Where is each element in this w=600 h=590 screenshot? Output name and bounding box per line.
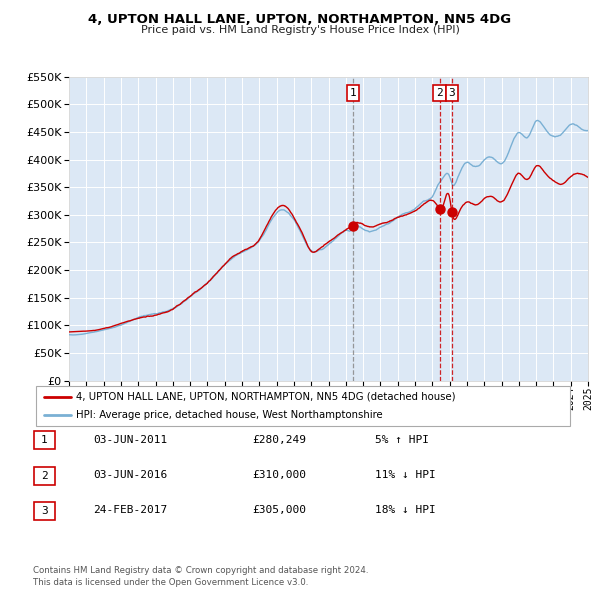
Text: 11% ↓ HPI: 11% ↓ HPI: [375, 470, 436, 480]
Text: 3: 3: [448, 88, 455, 99]
Text: 2: 2: [41, 471, 48, 480]
Text: 24-FEB-2017: 24-FEB-2017: [93, 506, 167, 515]
Text: £305,000: £305,000: [252, 506, 306, 515]
Text: 4, UPTON HALL LANE, UPTON, NORTHAMPTON, NN5 4DG: 4, UPTON HALL LANE, UPTON, NORTHAMPTON, …: [88, 13, 512, 26]
Text: 03-JUN-2011: 03-JUN-2011: [93, 435, 167, 444]
Text: 03-JUN-2016: 03-JUN-2016: [93, 470, 167, 480]
Text: 3: 3: [41, 506, 48, 516]
FancyBboxPatch shape: [34, 431, 55, 449]
Text: 1: 1: [350, 88, 356, 99]
Text: 18% ↓ HPI: 18% ↓ HPI: [375, 506, 436, 515]
Text: £310,000: £310,000: [252, 470, 306, 480]
FancyBboxPatch shape: [36, 386, 570, 426]
Text: 1: 1: [41, 435, 48, 445]
Text: HPI: Average price, detached house, West Northamptonshire: HPI: Average price, detached house, West…: [76, 410, 383, 420]
Text: 2: 2: [436, 88, 443, 99]
Text: Contains HM Land Registry data © Crown copyright and database right 2024.
This d: Contains HM Land Registry data © Crown c…: [33, 566, 368, 587]
Text: 4, UPTON HALL LANE, UPTON, NORTHAMPTON, NN5 4DG (detached house): 4, UPTON HALL LANE, UPTON, NORTHAMPTON, …: [76, 392, 455, 402]
Text: £280,249: £280,249: [252, 435, 306, 444]
FancyBboxPatch shape: [34, 502, 55, 520]
Text: 5% ↑ HPI: 5% ↑ HPI: [375, 435, 429, 444]
FancyBboxPatch shape: [34, 467, 55, 484]
Text: Price paid vs. HM Land Registry's House Price Index (HPI): Price paid vs. HM Land Registry's House …: [140, 25, 460, 35]
